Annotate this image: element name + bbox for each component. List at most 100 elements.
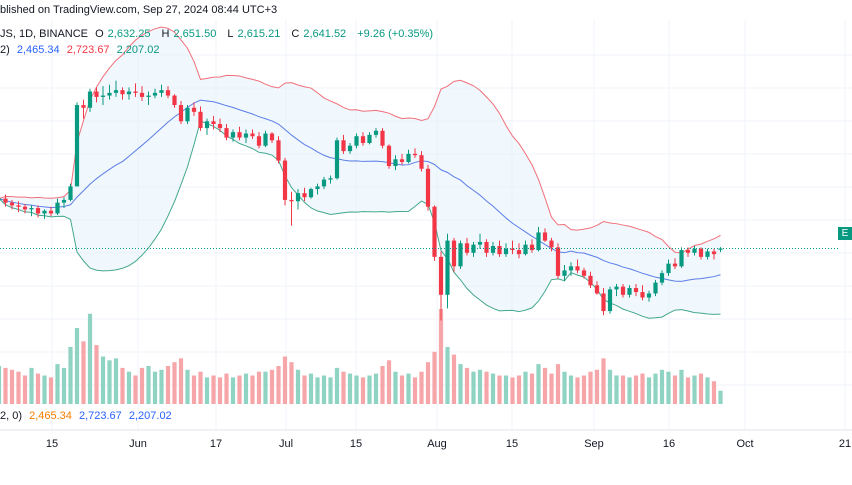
volume-bar: [42, 375, 47, 404]
candle-body: [230, 132, 236, 138]
candle-body: [269, 133, 275, 141]
ohlc-legend: JS, 1D, BINANCE O 2,632.25 H 2,651.50 L 2,6…: [0, 28, 437, 40]
candle-body: [529, 244, 535, 251]
candle-body: [81, 105, 86, 108]
volume-bar: [373, 373, 379, 404]
volume-bar: [250, 375, 255, 404]
candle-body: [146, 95, 151, 97]
volume-bar: [490, 373, 496, 404]
volume-bar: [438, 309, 444, 404]
change-value: +9.26 (+0.35%): [357, 28, 434, 40]
volume-bar: [711, 381, 717, 404]
volume-bar: [399, 375, 405, 404]
candle-body: [406, 153, 411, 162]
volume-bar: [48, 377, 54, 404]
candle-body: [172, 95, 177, 106]
candle-body: [503, 248, 509, 255]
candle-body: [666, 263, 671, 274]
candle-body: [204, 121, 210, 129]
bb-basis-value: 2,465.34: [16, 44, 60, 56]
volume-bar: [406, 373, 411, 404]
volume-bar: [198, 371, 203, 404]
volume-bar: [100, 356, 106, 404]
volume-bar: [289, 362, 294, 404]
volume-bar: [477, 369, 483, 404]
candle-body: [282, 160, 288, 200]
x-tick-label: 15: [45, 438, 59, 450]
x-tick-label: 15: [349, 438, 363, 450]
volume-bar: [607, 369, 613, 404]
candle-body: [198, 111, 203, 129]
candle-body: [594, 285, 600, 294]
candle-body: [9, 202, 15, 206]
volume-bar: [458, 364, 463, 404]
volume-bar: [126, 371, 132, 404]
volume-bar: [718, 390, 723, 404]
candle-body: [510, 248, 515, 251]
volume-bar: [640, 373, 645, 404]
volume-bar: [445, 347, 450, 404]
candle-body: [328, 178, 333, 180]
symbol-label: JS, 1D, BINANCE: [0, 28, 89, 40]
candle-body: [334, 140, 340, 179]
candle-body: [289, 199, 294, 202]
volume-bar: [367, 375, 372, 404]
candle-body: [243, 133, 249, 138]
open-value: O 2,632.25: [95, 28, 151, 40]
candle-body: [354, 136, 359, 146]
candle-body: [679, 250, 684, 267]
candle-body: [471, 244, 476, 253]
candle-body: [61, 199, 67, 203]
volume-bar: [568, 375, 574, 404]
candle-body: [685, 250, 691, 253]
volume-bar: [230, 377, 236, 404]
candle-body: [438, 256, 444, 295]
volume-bar: [328, 377, 333, 404]
candle-body: [74, 105, 80, 187]
x-tick-label: Aug: [427, 438, 447, 450]
volume-bar: [74, 328, 80, 404]
volume-bar: [679, 369, 684, 404]
candle-body: [393, 159, 398, 167]
volume-bar: [614, 375, 619, 404]
candle-body: [646, 293, 652, 298]
candle-body: [29, 208, 34, 210]
volume-bar: [3, 367, 8, 404]
candle-body: [178, 105, 184, 122]
volume-bar: [497, 375, 502, 404]
candle-body: [185, 107, 190, 122]
volume-bar: [81, 341, 86, 404]
candle-body: [542, 232, 548, 241]
candle-body: [718, 248, 723, 250]
candle-body: [16, 205, 21, 207]
volume-bar: [523, 371, 528, 404]
volume-bar: [133, 375, 138, 404]
volume-bar: [646, 377, 652, 404]
volume-bar: [178, 358, 184, 404]
x-tick-label: Jul: [278, 438, 294, 450]
candle-body: [302, 193, 307, 198]
bb-legend-bottom: 2, 0) 2,465.34 2,723.67 2,207.02: [0, 410, 172, 422]
candle-body: [399, 159, 405, 162]
volume-bar: [510, 377, 515, 404]
volume-bar: [425, 362, 431, 404]
candle-body: [380, 130, 385, 146]
candle-body: [373, 130, 379, 135]
x-tick-label: Sep: [584, 438, 604, 450]
volume-bar: [159, 369, 164, 404]
candle-body: [432, 206, 437, 257]
volume-bar: [601, 358, 606, 404]
volume-bar: [451, 354, 457, 404]
x-tick-label: 16: [662, 438, 676, 450]
candle-body: [464, 243, 470, 253]
candle-body: [516, 250, 522, 255]
volume-bar: [588, 371, 593, 404]
volume-bar: [432, 351, 437, 404]
volume-bar: [276, 366, 281, 404]
candle-body: [113, 90, 119, 93]
candle-body: [165, 90, 171, 96]
candle-body: [412, 153, 418, 156]
volume-bar: [113, 358, 119, 404]
